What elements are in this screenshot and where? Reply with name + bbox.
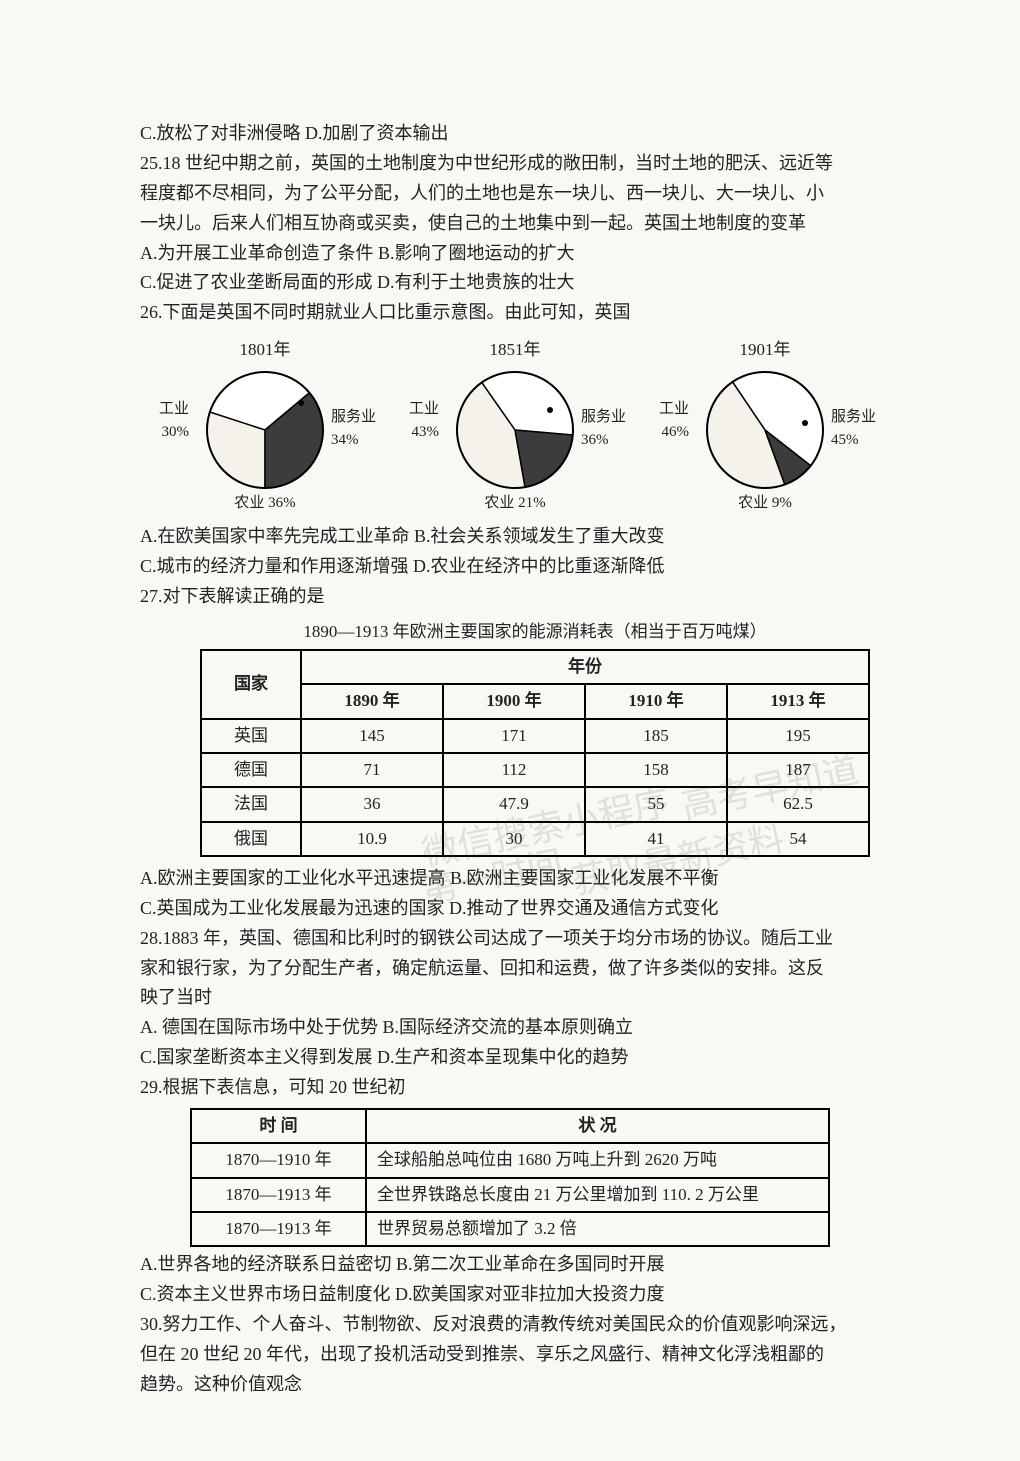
- cell-status: 全球船舶总吨位由 1680 万吨上升到 2620 万吨: [366, 1143, 829, 1177]
- cell-value: 195: [727, 719, 869, 753]
- q28-option-cd: C.国家垄断资本主义得到发展 D.生产和资本呈现集中化的趋势: [140, 1044, 890, 1072]
- q29-option-ab: A.世界各地的经济联系日益密切 B.第二次工业革命在多国同时开展: [140, 1251, 890, 1279]
- th-year: 年份: [301, 650, 869, 684]
- label-service: 服务业34%: [331, 406, 376, 453]
- th-1890: 1890 年: [301, 684, 443, 718]
- cell-value: 171: [443, 719, 585, 753]
- label-agriculture: 农业 9%: [738, 492, 792, 515]
- q29-option-cd: C.资本主义世界市场日益制度化 D.欧美国家对亚非拉加大投资力度: [140, 1281, 890, 1309]
- cell-value: 112: [443, 753, 585, 787]
- q28-option-ab: A. 德国在国际市场中处于优势 B.国际经济交流的基本原则确立: [140, 1014, 890, 1042]
- cell-time: 1870—1910 年: [191, 1143, 366, 1177]
- chart-year: 1901年: [740, 337, 791, 363]
- cell-value: 145: [301, 719, 443, 753]
- cell-value: 62.5: [727, 787, 869, 821]
- th-1910: 1910 年: [585, 684, 727, 718]
- trade-table: 时 间 状 况 1870—1910 年全球船舶总吨位由 1680 万吨上升到 2…: [190, 1108, 830, 1247]
- table-row: 1870—1913 年全世界铁路总长度由 21 万公里增加到 110. 2 万公…: [191, 1178, 829, 1212]
- cell-country: 英国: [201, 719, 301, 753]
- th-time: 时 间: [191, 1109, 366, 1143]
- pie-chart-1901年: 1901年 工业46% 服务业45% 农业 9%: [655, 337, 875, 515]
- cell-time: 1870—1913 年: [191, 1212, 366, 1246]
- q25-option-ab: A.为开展工业革命创造了条件 B.影响了圈地运动的扩大: [140, 240, 890, 268]
- pie-chart-1851年: 1851年 工业43% 服务业36% 农业 21%: [405, 337, 625, 515]
- cell-value: 55: [585, 787, 727, 821]
- trade-table-wrap: 时 间 状 况 1870—1910 年全球船舶总吨位由 1680 万吨上升到 2…: [190, 1108, 830, 1247]
- table-row: 德国71112158187: [201, 753, 869, 787]
- q27-option-ab: A.欧洲主要国家的工业化水平迅速提高 B.欧洲主要国家工业化发展不平衡: [140, 865, 890, 893]
- cell-country: 法国: [201, 787, 301, 821]
- q30-stem-line3: 趋势。这种价值观念: [140, 1371, 890, 1399]
- cell-value: 54: [727, 822, 869, 856]
- label-agriculture: 农业 21%: [484, 492, 545, 515]
- pie-wrap: 工业30% 服务业34%: [185, 368, 345, 488]
- label-industry: 工业46%: [659, 398, 689, 445]
- q29-stem: 29.根据下表信息，可知 20 世纪初: [140, 1074, 890, 1102]
- cell-country: 德国: [201, 753, 301, 787]
- cell-value: 47.9: [443, 787, 585, 821]
- q26-option-cd: C.城市的经济力量和作用逐渐增强 D.农业在经济中的比重逐渐降低: [140, 553, 890, 581]
- q28-stem-line2: 家和银行家，为了分配生产者，确定航运量、回扣和运费，做了许多类似的安排。这反: [140, 955, 890, 983]
- energy-table-wrap: 1890—1913 年欧洲主要国家的能源消耗表（相当于百万吨煤） 国家 年份 1…: [200, 619, 870, 857]
- q25-stem-line2: 程度都不尽相同，为了公平分配，人们的土地也是东一块儿、西一块儿、大一块儿、小: [140, 180, 890, 208]
- q26-option-ab: A.在欧美国家中率先完成工业革命 B.社会关系领域发生了重大改变: [140, 523, 890, 551]
- th-1913: 1913 年: [727, 684, 869, 718]
- q25-stem-line3: 一块儿。后来人们相互协商或买卖，使自己的土地集中到一起。英国土地制度的变革: [140, 210, 890, 238]
- label-service: 服务业36%: [581, 406, 626, 453]
- cell-value: 30: [443, 822, 585, 856]
- cell-status: 世界贸易总额增加了 3.2 倍: [366, 1212, 829, 1246]
- cell-value: 36: [301, 787, 443, 821]
- cell-value: 71: [301, 753, 443, 787]
- q28-stem-line1: 28.1883 年，英国、德国和比利时的钢铁公司达成了一项关于均分市场的协议。随…: [140, 925, 890, 953]
- cell-country: 俄国: [201, 822, 301, 856]
- q26-stem: 26.下面是英国不同时期就业人口比重示意图。由此可知，英国: [140, 299, 890, 327]
- th-1900: 1900 年: [443, 684, 585, 718]
- cell-value: 158: [585, 753, 727, 787]
- pie-wrap: 工业46% 服务业45%: [685, 368, 845, 488]
- table-row: 俄国10.9304154: [201, 822, 869, 856]
- cell-value: 41: [585, 822, 727, 856]
- q24-option-cd: C.放松了对非洲侵略 D.加剧了资本输出: [140, 120, 890, 148]
- cell-value: 185: [585, 719, 727, 753]
- chart-year: 1851年: [490, 337, 541, 363]
- cell-time: 1870—1913 年: [191, 1178, 366, 1212]
- q30-stem-line1: 30.努力工作、个人奋斗、节制物欲、反对浪费的清教传统对美国民众的价值观影响深远…: [140, 1311, 890, 1339]
- q30-stem-line2: 但在 20 世纪 20 年代，出现了投机活动受到推崇、享乐之风盛行、精神文化浮浅…: [140, 1341, 890, 1369]
- th-status: 状 况: [366, 1109, 829, 1143]
- q28-stem-line3: 映了当时: [140, 984, 890, 1012]
- label-service: 服务业45%: [831, 406, 876, 453]
- energy-table: 国家 年份 1890 年 1900 年 1910 年 1913 年 英国1451…: [200, 649, 870, 857]
- q27-stem: 27.对下表解读正确的是: [140, 583, 890, 611]
- q25-stem-line1: 25.18 世纪中期之前，英国的土地制度为中世纪形成的敞田制，当时土地的肥沃、远…: [140, 150, 890, 178]
- table-row: 1870—1910 年全球船舶总吨位由 1680 万吨上升到 2620 万吨: [191, 1143, 829, 1177]
- cell-status: 全世界铁路总长度由 21 万公里增加到 110. 2 万公里: [366, 1178, 829, 1212]
- table-row: 英国145171185195: [201, 719, 869, 753]
- th-country: 国家: [201, 650, 301, 719]
- energy-table-caption: 1890—1913 年欧洲主要国家的能源消耗表（相当于百万吨煤）: [200, 619, 870, 645]
- pie-wrap: 工业43% 服务业36%: [435, 368, 595, 488]
- q27-option-cd: C.英国成为工业化发展最为迅速的国家 D.推动了世界交通及通信方式变化: [140, 895, 890, 923]
- pie-chart-1801年: 1801年 工业30% 服务业34% 农业 36%: [155, 337, 375, 515]
- label-industry: 工业30%: [159, 398, 189, 445]
- table-row: 法国3647.95562.5: [201, 787, 869, 821]
- chart-year: 1801年: [240, 337, 291, 363]
- table-row: 1870—1913 年世界贸易总额增加了 3.2 倍: [191, 1212, 829, 1246]
- q25-option-cd: C.促进了农业垄断局面的形成 D.有利于土地贵族的壮大: [140, 269, 890, 297]
- label-industry: 工业43%: [409, 398, 439, 445]
- label-agriculture: 农业 36%: [234, 492, 295, 515]
- exam-page: { "q24": { "c": "C.放松了对非洲侵略 D.加剧了资本输出" }…: [140, 120, 890, 1399]
- pie-charts-row: 1801年 工业30% 服务业34% 农业 36% 1851年 工业43% 服务…: [140, 337, 890, 515]
- cell-value: 10.9: [301, 822, 443, 856]
- cell-value: 187: [727, 753, 869, 787]
